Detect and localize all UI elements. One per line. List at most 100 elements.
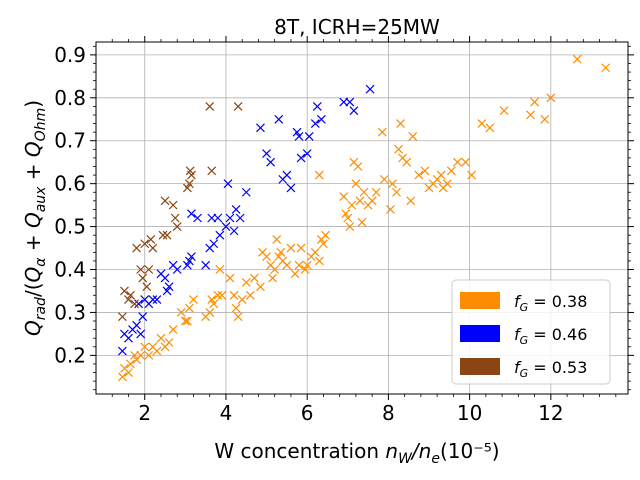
scatter-point [442,179,452,189]
scatter-point [446,166,456,176]
x-tick-label: 4 [220,401,233,425]
scatter-point [201,260,211,270]
scatter-point [388,179,397,189]
x-tick-label: 12 [538,401,563,425]
scatter-point [371,187,381,197]
chart-title: 8T, ICRH=25MW [274,15,440,39]
scatter-point [223,179,233,189]
scatter-point [176,308,186,317]
scatter-point [189,295,198,304]
y-axis-label-alpha: α [33,257,49,267]
x-axis-label-prefix: W concentration [214,439,385,463]
legend-entries: fG = 0.38 fG = 0.46 fG = 0.53 [460,292,587,380]
scatter-point [282,260,292,270]
scatter-point [274,114,284,124]
series-2 [117,101,243,322]
series-0 [117,54,611,382]
scatter-point [294,260,304,270]
x-axis-label-slash: /n [410,439,431,463]
scatter-point [140,342,150,352]
scatter-point [138,312,148,322]
scatter-point [124,333,133,343]
scatter-point [420,166,430,176]
scatter-point [184,303,194,313]
x-tick-label: 10 [457,401,482,425]
scatter-point [290,269,300,279]
y-tick-label: 0.9 [54,43,86,67]
y-tick-label: 0.5 [54,215,86,239]
scatter-point [160,196,170,206]
scatter-point [245,290,255,300]
scatter-point [187,252,196,262]
scatter-point [312,101,322,111]
scatter-point [408,132,418,141]
scatter-point [117,346,127,356]
scatter-point [168,325,178,335]
y-axis-label-q3: Q [21,212,45,228]
scatter-point [282,170,292,180]
scatter-point [120,286,129,296]
scatter-point [302,149,312,159]
scatter-point [351,179,361,189]
scatter-point [207,295,217,304]
scatter-point [156,333,166,343]
scatter-point [132,243,142,253]
x-tick-label: 8 [382,401,395,425]
scatter-point [345,222,355,232]
scatter-point [304,132,314,141]
scatter-point [172,222,182,232]
scatter-point [436,170,446,180]
y-axis-label-rad: rad [33,297,49,320]
scatter-point [162,286,172,296]
scatter-point [276,247,286,257]
scatter-point [138,273,148,283]
y-axis-label: Qrad/(Qα + Qaux + QOhm) [21,100,49,336]
scatter-point [355,196,365,206]
scatter-point [209,239,219,249]
scatter-point [142,282,152,292]
scatter-point [386,204,395,214]
scatter-point [302,260,312,270]
plot-frame [95,41,629,395]
scatter-point [132,320,142,330]
scatter-point [148,295,158,304]
scatter-point [209,299,219,309]
scatter-point [316,114,326,124]
scatter-point [270,265,280,274]
scatter-point [237,295,247,304]
scatter-point [310,119,320,128]
grid-layer [96,42,628,394]
x-axis-label-w: W [398,451,413,467]
scatter-point [367,196,377,206]
y-axis-label-plus2: + [21,157,45,186]
x-axis-label-units: (10⁻⁵) [440,439,500,463]
scatter-point [160,273,170,283]
scatter-point [314,170,324,180]
scatter-point [225,213,235,223]
scatter-point [126,290,135,300]
scatter-point [485,123,495,133]
x-axis-label-e: e [431,451,440,467]
scatter-point [365,84,375,94]
scatter-point [170,213,180,223]
x-tick-label: 6 [301,401,314,425]
scatter-point [349,106,359,116]
y-axis-label-q2: Q [21,267,45,283]
scatter-point [233,101,243,111]
scatter-point [231,204,241,214]
scatter-point [414,170,424,180]
scatter-point [530,97,540,107]
scatter-point [241,187,251,197]
y-tick-label: 0.8 [54,86,86,110]
ticks-layer: 2 4 6 8 10 12 0.2 0.3 0.4 0.5 0.6 0.7 0.8 0.9 [54,36,634,425]
scatter-point [499,106,509,116]
scatter-point [146,235,156,244]
scatter-point [314,256,324,266]
scatter-point [187,170,196,180]
scatter-point [392,187,401,197]
scatter-point [359,187,369,197]
scatter-point [126,359,135,369]
scatter-point [207,166,217,176]
scatter-point [221,222,231,232]
